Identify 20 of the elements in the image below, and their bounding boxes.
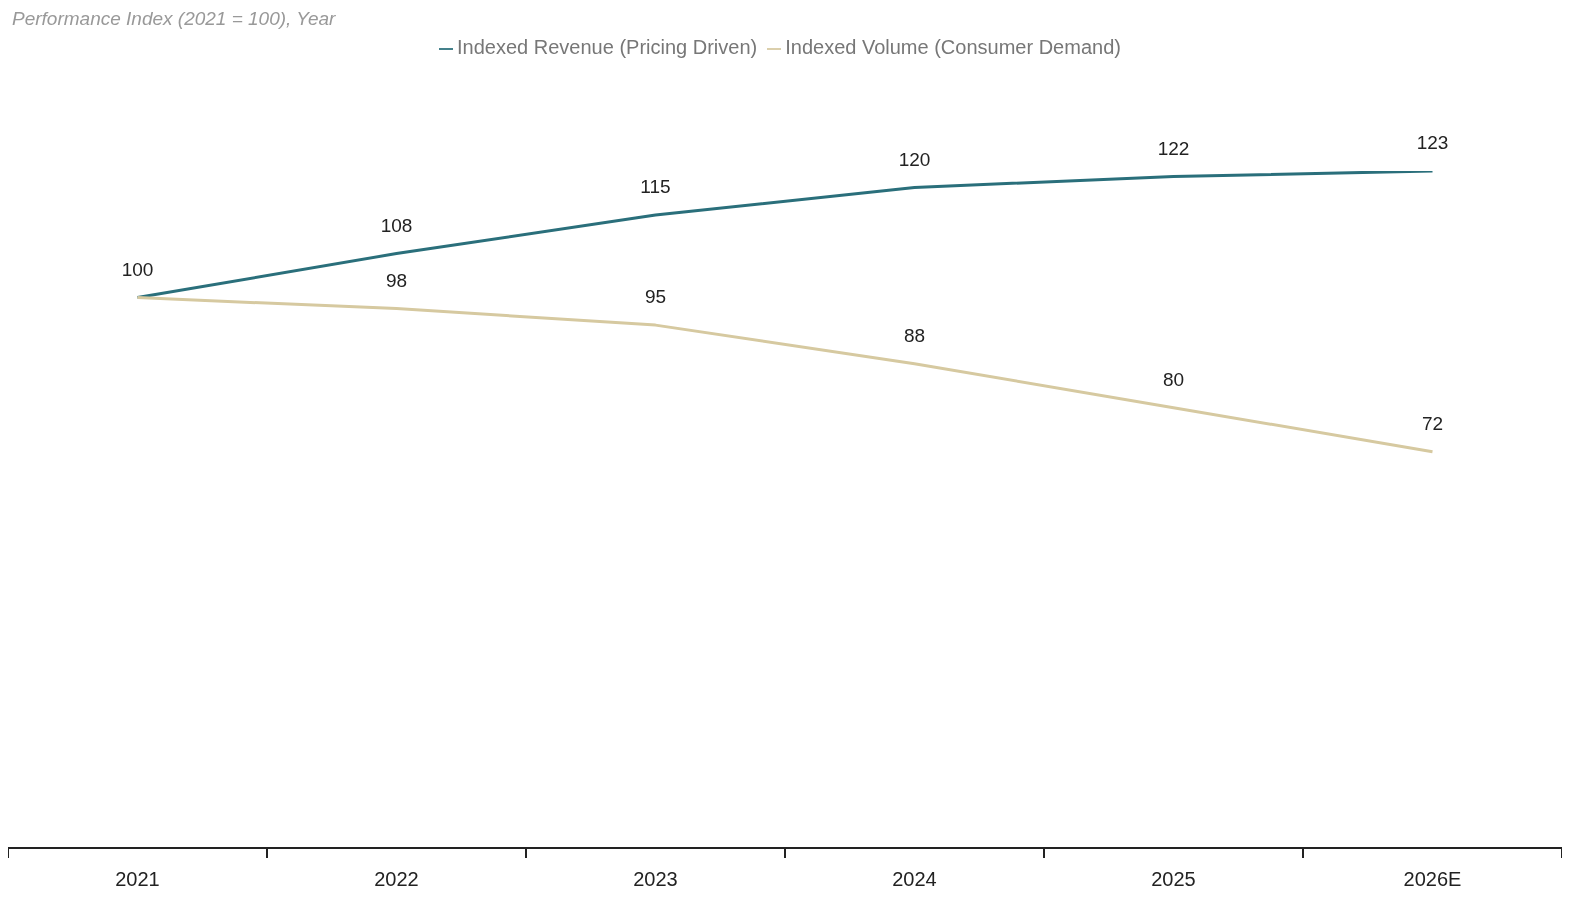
legend-label: Indexed Volume (Consumer Demand) [785,36,1121,58]
data-label: 120 [898,148,931,170]
legend-label: Indexed Revenue (Pricing Driven) [457,36,758,58]
data-label: 98 [385,269,408,291]
x-tick-label: 2025 [1151,868,1196,890]
x-tick-label: 2023 [633,868,678,890]
data-label: 123 [1416,132,1449,153]
data-label: 122 [1157,137,1190,159]
data-label: 95 [644,286,667,308]
data-label: 88 [903,324,926,346]
data-label: 108 [380,214,413,236]
chart-subtitle: Performance Index (2021 = 100), Year [12,8,336,30]
data-label: 80 [1162,368,1185,390]
data-label: 100 [121,258,154,280]
data-label: 115 [640,176,671,198]
x-tick-label: 2026E [1403,868,1462,890]
x-tick-label: 2024 [892,868,937,890]
data-label: 72 [1421,412,1444,434]
x-tick-label: 2021 [115,868,160,890]
x-tick-label: 2022 [374,868,419,890]
